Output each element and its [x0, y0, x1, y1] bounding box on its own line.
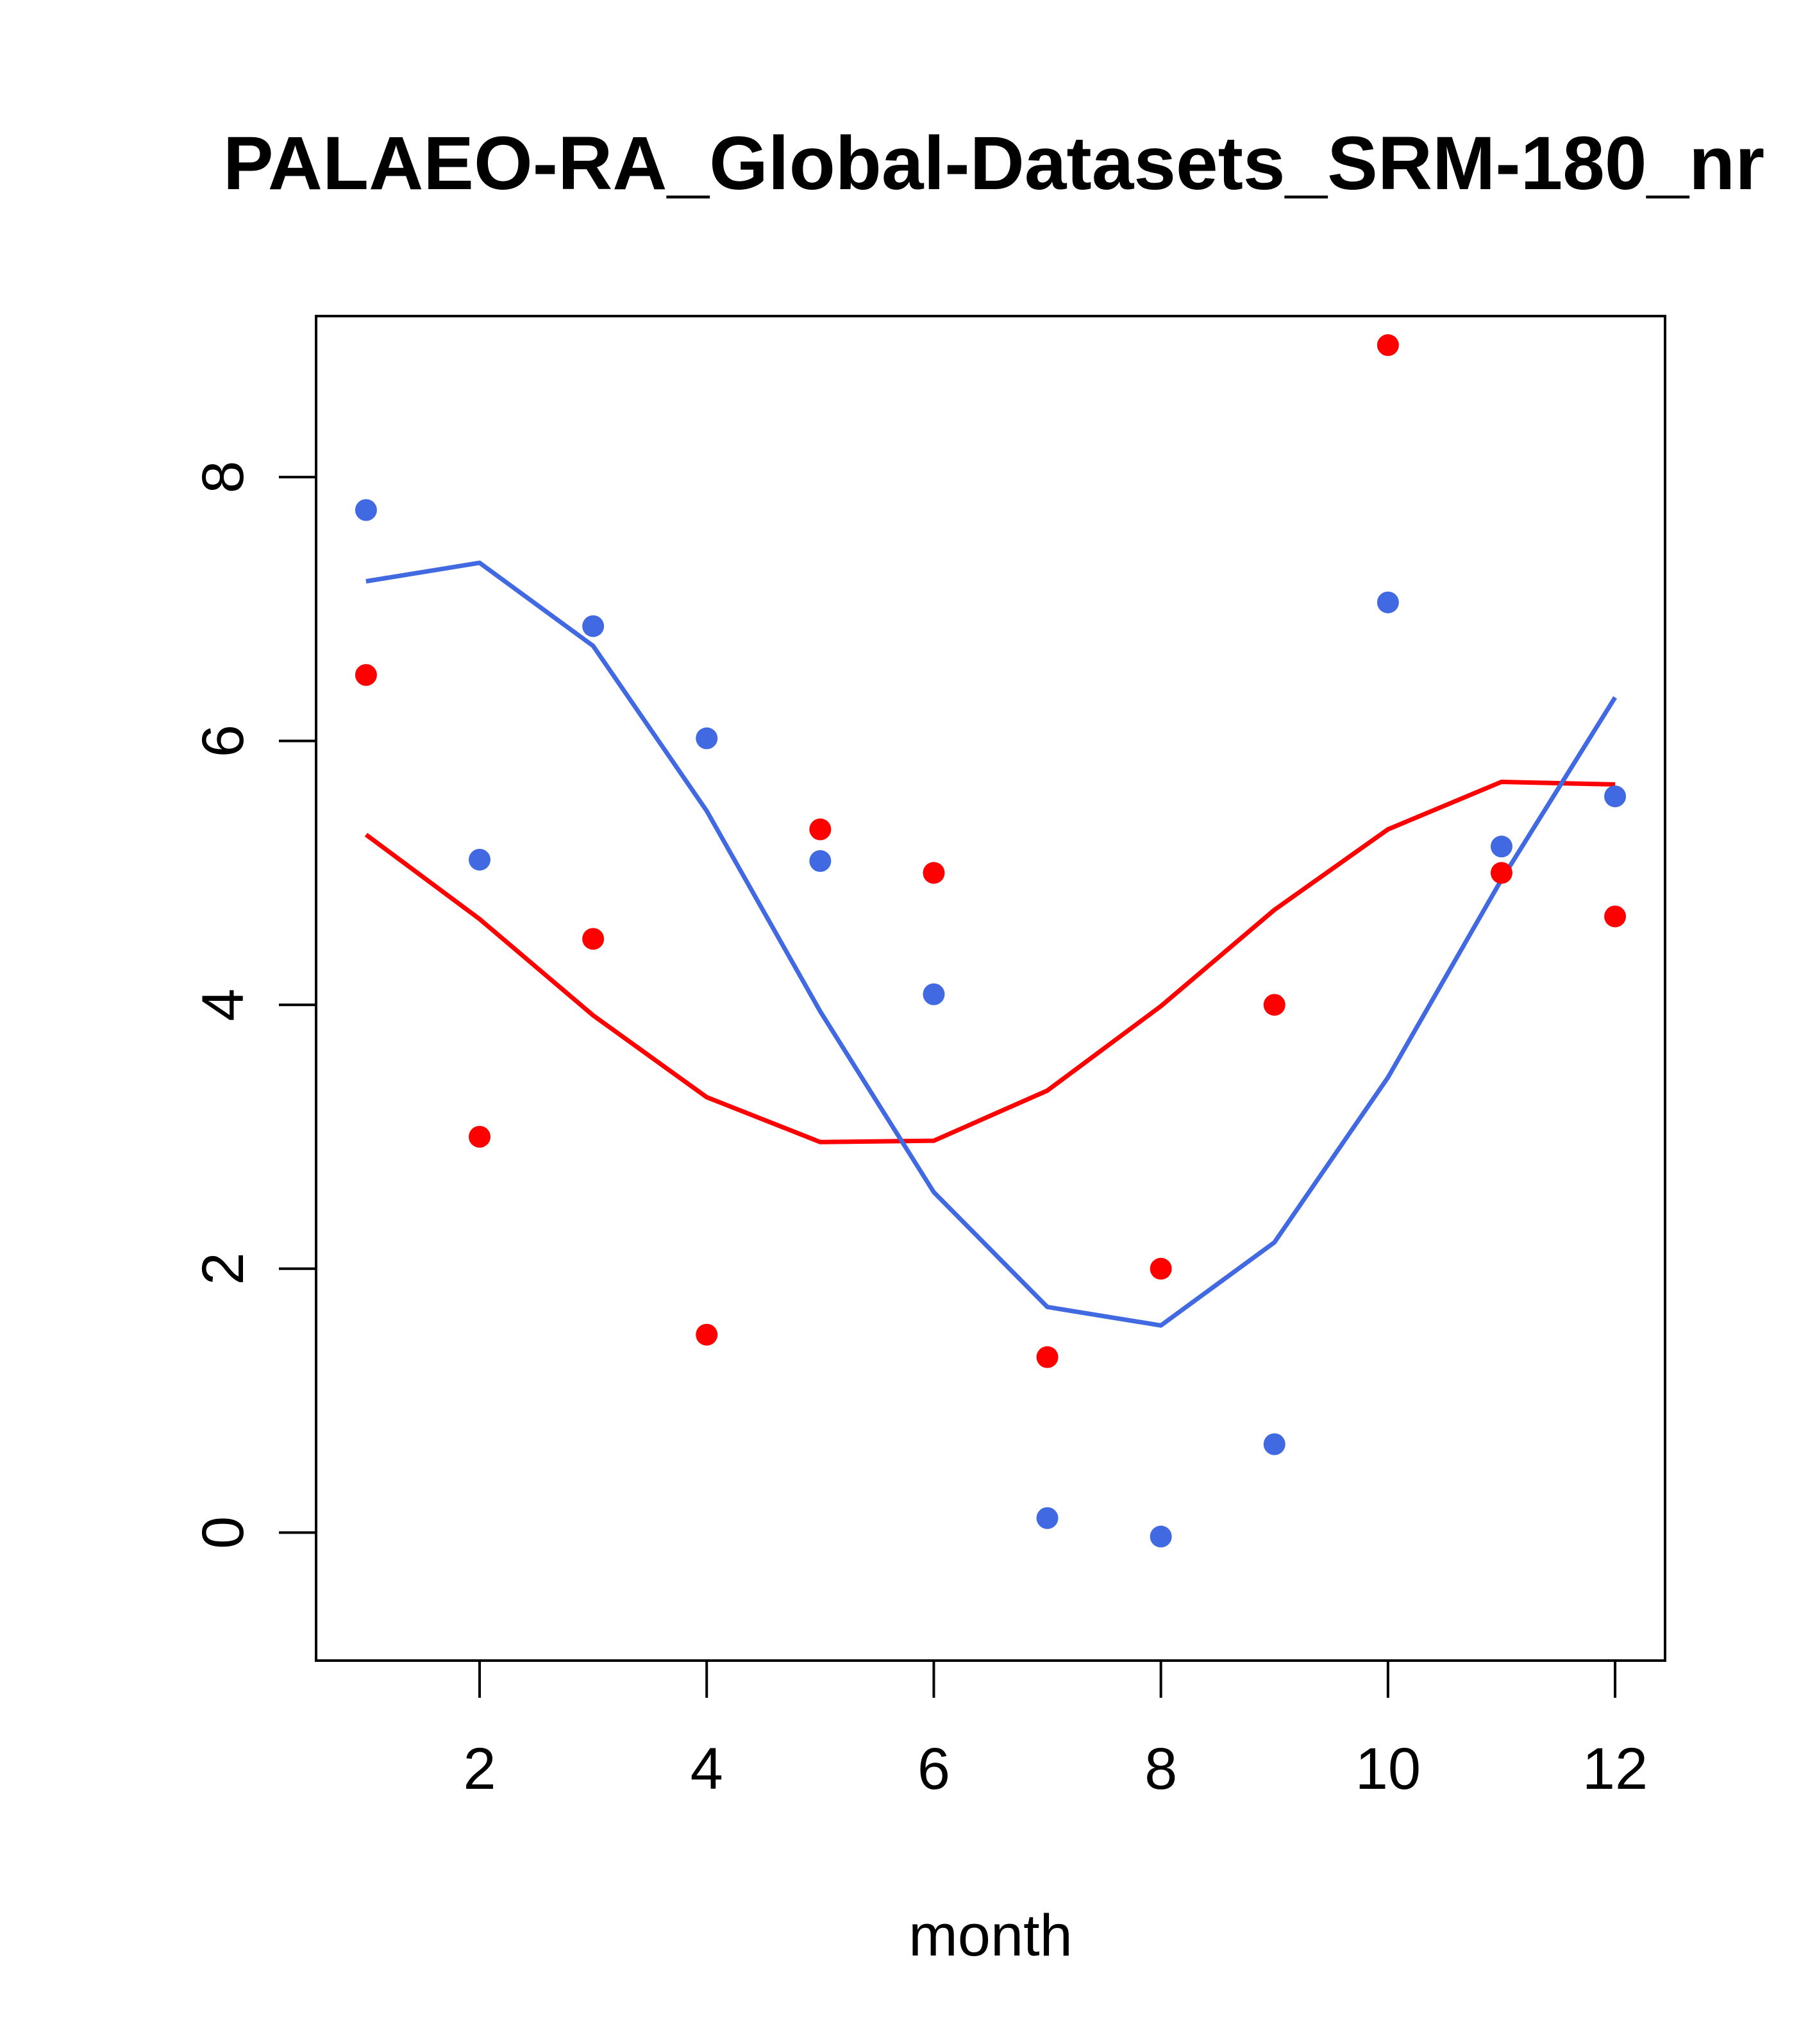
red-point-8 [1150, 1257, 1172, 1280]
red-point-7 [1036, 1346, 1059, 1368]
x-axis-label: month [908, 1903, 1073, 1968]
blue-point-9 [1263, 1433, 1285, 1455]
red-point-10 [1377, 334, 1399, 356]
red-point-2 [469, 1126, 491, 1148]
x-tick-label-8: 8 [1144, 1736, 1177, 1802]
blue-line-series [365, 560, 1618, 1328]
blue-point-5 [809, 850, 832, 872]
red-point-12 [1604, 905, 1627, 928]
red-point-9 [1263, 994, 1285, 1016]
y-tick-label-8: 8 [190, 460, 256, 493]
blue-point-10 [1377, 591, 1399, 614]
blue-point-3 [582, 615, 605, 637]
chart-title: PALAEO-RA_Global-Datasets_SRM-180_nr [223, 121, 1764, 206]
x-tick-label-10: 10 [1355, 1736, 1421, 1802]
blue-point-11 [1490, 835, 1512, 858]
y-tick-label-2: 2 [190, 1252, 256, 1285]
red-point-1 [355, 664, 377, 686]
blue-point-1 [355, 499, 377, 521]
red-point-11 [1490, 862, 1512, 884]
series-points [355, 334, 1627, 1548]
y-tick-label-0: 0 [190, 1516, 256, 1549]
x-tick-label-6: 6 [917, 1736, 950, 1802]
red-point-4 [696, 1323, 718, 1346]
red-line-series [364, 779, 1616, 1144]
x-tick-label-4: 4 [691, 1736, 723, 1802]
y-axis: 0 2 4 6 8 [190, 460, 317, 1549]
y-tick-label-6: 6 [190, 725, 256, 757]
blue-point-12 [1604, 785, 1627, 808]
blue-point-7 [1036, 1507, 1059, 1529]
blue-point-6 [923, 983, 945, 1005]
blue-point-8 [1150, 1525, 1172, 1548]
series-lines [364, 560, 1618, 1328]
x-tick-label-2: 2 [463, 1736, 496, 1802]
red-point-6 [923, 862, 945, 884]
red-point-3 [582, 928, 605, 950]
blue-point-2 [469, 848, 491, 871]
blue-point-4 [696, 727, 718, 750]
red-point-5 [809, 818, 832, 841]
x-axis: 2 4 6 8 10 12 [463, 1659, 1648, 1802]
x-tick-label-12: 12 [1582, 1736, 1648, 1802]
y-tick-label-4: 4 [190, 989, 256, 1021]
